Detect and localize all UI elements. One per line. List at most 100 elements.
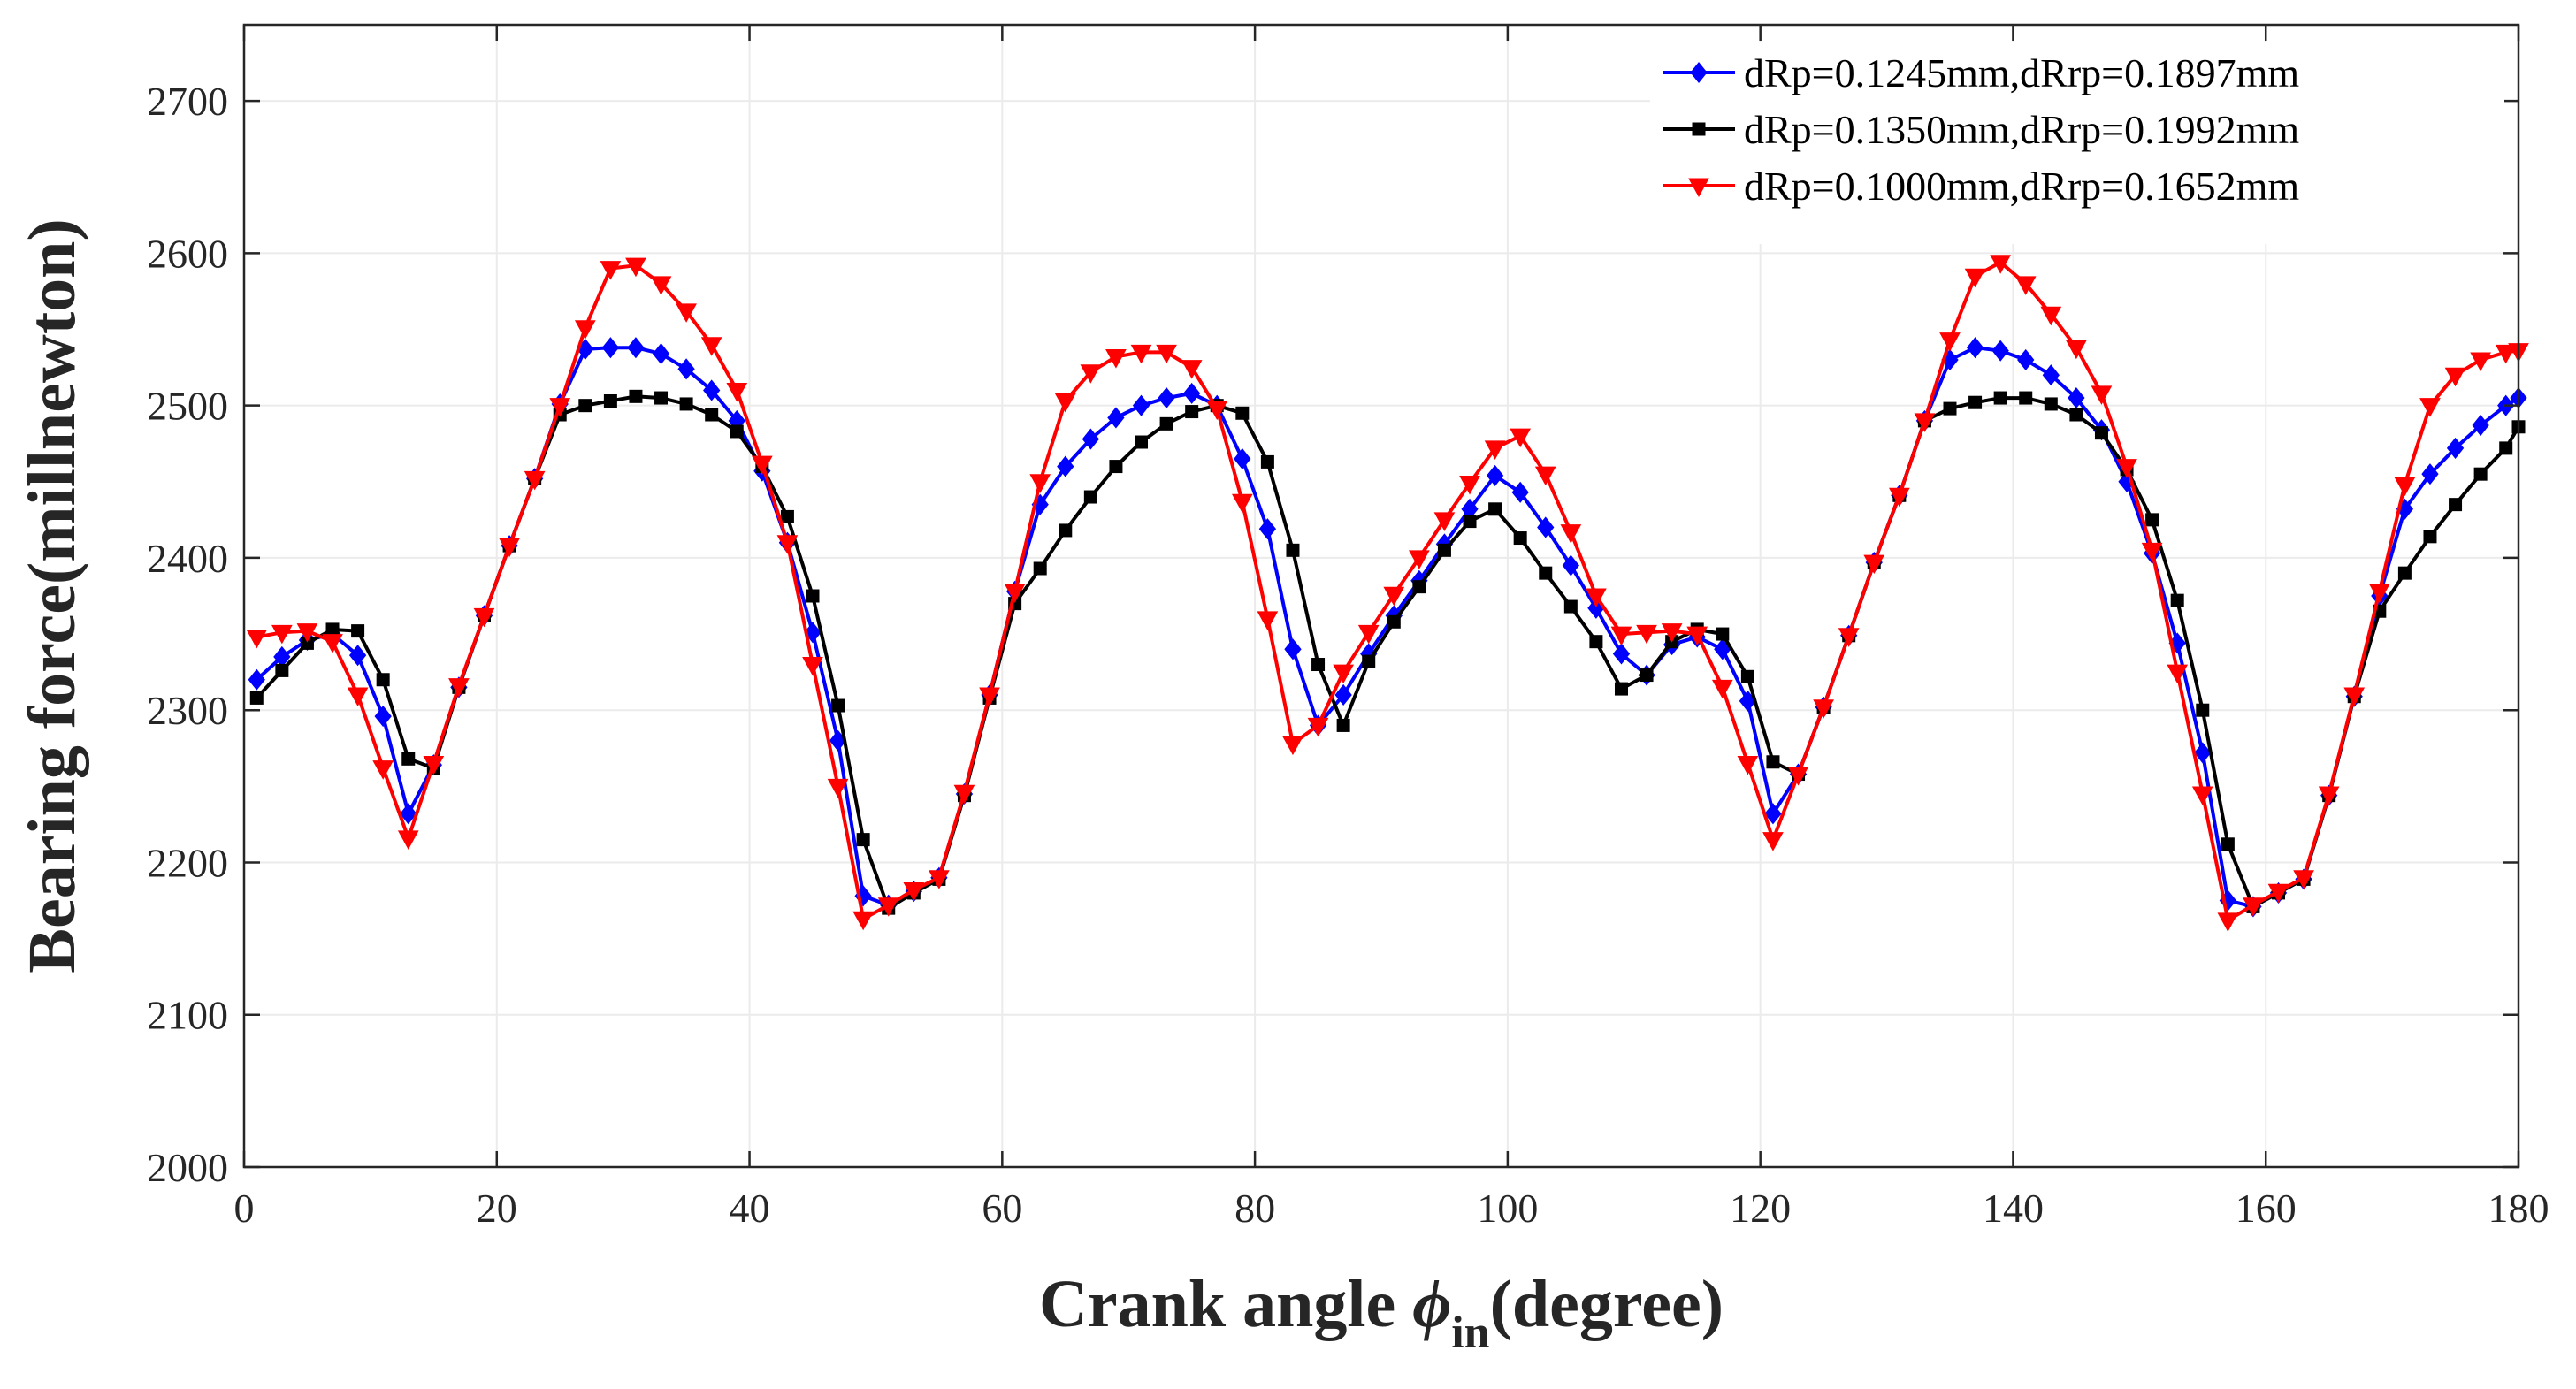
data-point: [1766, 755, 1780, 769]
legend-entry-1: dRp=0.1245mm,dRrp=0.1897mm: [1663, 50, 2299, 95]
data-point: [1135, 435, 1149, 449]
data-point: [376, 673, 390, 687]
data-point: [1463, 515, 1477, 529]
data-point: [2318, 786, 2340, 805]
data-point: [2040, 306, 2062, 326]
data-point: [979, 687, 1000, 707]
data-point: [2167, 664, 2189, 684]
x-tick-label: 0: [234, 1186, 255, 1231]
data-point: [852, 911, 875, 931]
data-point: [1612, 643, 1631, 665]
data-point: [2446, 437, 2465, 459]
data-point: [325, 622, 340, 637]
x-tick-label: 100: [1477, 1186, 1538, 1231]
data-point: [1159, 416, 1173, 431]
data-point: [1486, 464, 1504, 486]
x-axis-title-symbol: ϕ: [1412, 1267, 1451, 1341]
data-point: [1004, 584, 1026, 603]
data-point: [1433, 512, 1456, 531]
legend-marker: [1692, 122, 1706, 136]
data-point: [2343, 687, 2366, 707]
data-point: [1737, 755, 1759, 775]
data-point: [2068, 387, 2085, 409]
y-tick-label: 2500: [147, 384, 228, 429]
data-point: [903, 881, 925, 902]
data-point: [603, 393, 617, 408]
data-point: [1235, 406, 1250, 420]
data-point: [654, 391, 669, 405]
y-tick-label: 2600: [147, 231, 228, 276]
data-point: [802, 657, 823, 676]
data-point: [1105, 349, 1127, 369]
legend-entry-2: dRp=0.1350mm,dRrp=0.1992mm: [1663, 107, 2299, 152]
data-point: [1764, 803, 1782, 825]
data-point: [2394, 477, 2416, 497]
data-point: [1109, 460, 1123, 474]
data-point: [372, 760, 394, 780]
series-group: [246, 255, 2529, 932]
data-point: [703, 379, 721, 401]
data-point: [1513, 531, 1527, 546]
y-tick-label: 2200: [147, 840, 228, 885]
data-point: [2094, 426, 2108, 440]
data-point: [679, 397, 693, 411]
data-point: [1914, 413, 1936, 432]
data-point: [730, 424, 744, 439]
data-point: [1586, 588, 1607, 608]
data-point: [676, 303, 697, 323]
data-point: [1282, 736, 1303, 756]
legend-entry-3: dRp=0.1000mm,dRrp=0.1652mm: [1663, 164, 2299, 209]
x-tick-label: 20: [477, 1186, 517, 1231]
data-point: [2368, 584, 2390, 603]
data-point: [1943, 401, 1957, 416]
data-point: [1029, 474, 1051, 493]
data-point: [705, 408, 719, 422]
legend: dRp=0.1245mm,dRrp=0.1897mm dRp=0.1350mm,d…: [1650, 42, 2504, 244]
data-point: [1412, 580, 1426, 594]
data-point: [1640, 668, 1654, 683]
data-point: [322, 634, 343, 653]
data-point: [1185, 405, 1199, 419]
data-point: [248, 668, 265, 691]
data-point: [1459, 476, 1480, 495]
data-point: [549, 398, 571, 417]
plot-frame: [242, 23, 2520, 1169]
x-tick-label: 160: [2236, 1186, 2297, 1231]
data-point: [1966, 337, 1984, 359]
data-point: [700, 337, 722, 356]
data-point: [296, 623, 318, 643]
y-tick-label: 2100: [147, 993, 228, 1038]
data-point: [1231, 493, 1253, 514]
data-point: [1863, 554, 1885, 575]
data-point: [1234, 447, 1251, 470]
data-point: [726, 382, 748, 402]
data-point: [2423, 530, 2437, 544]
x-axis-title-subscript: in: [1451, 1308, 1489, 1358]
data-point: [1610, 626, 1632, 646]
data-point: [2044, 397, 2058, 411]
x-tick-label: 180: [2488, 1186, 2549, 1231]
data-point: [652, 343, 670, 365]
data-point: [1939, 332, 1961, 352]
data-point: [401, 752, 416, 766]
data-point: [1563, 599, 1578, 614]
data-point: [2472, 415, 2489, 437]
data-point: [2194, 742, 2212, 764]
y-tick-label: 2700: [147, 79, 228, 124]
data-point: [1537, 516, 1555, 538]
data-point: [1511, 481, 1529, 503]
data-point: [2019, 391, 2033, 405]
series-3: [246, 255, 2529, 932]
data-point: [1589, 635, 1603, 649]
data-point: [1484, 440, 1506, 460]
data-point: [397, 830, 419, 850]
data-point: [2267, 883, 2289, 904]
data-point: [2470, 352, 2491, 372]
data-point: [2449, 498, 2463, 512]
x-axis-title-main: Crank angle: [1039, 1267, 1412, 1341]
data-point: [1059, 523, 1073, 538]
x-axis-title-end: (degree): [1490, 1267, 1724, 1341]
data-point: [780, 509, 794, 523]
data-point: [1964, 268, 1986, 288]
